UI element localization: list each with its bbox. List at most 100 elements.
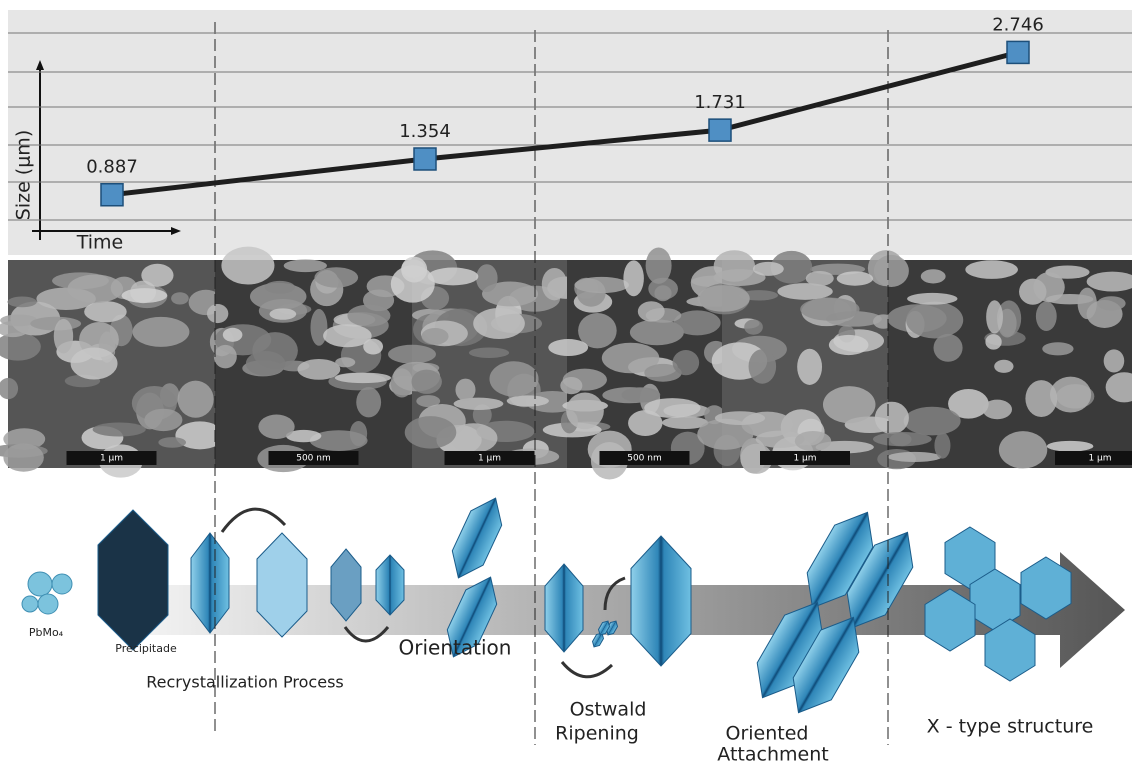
sem-particle	[1025, 380, 1057, 417]
scale-bar: 1 μm	[793, 454, 816, 464]
sem-strip: 1 μm500 nm1 μm500 nm1 μm1 μm	[0, 247, 1132, 480]
sem-particle	[158, 437, 186, 448]
sem-particle	[246, 351, 285, 376]
sem-particle	[314, 267, 358, 287]
scale-bar: 500 nm	[296, 454, 331, 464]
sem-particle	[646, 247, 672, 283]
sem-particle	[1036, 302, 1057, 332]
sem-particle	[1042, 342, 1073, 355]
sem-particle	[654, 285, 671, 301]
sem-particle	[874, 255, 909, 287]
data-label: 1.354	[399, 121, 451, 142]
sem-particle	[800, 298, 859, 321]
label: Ostwald	[570, 699, 647, 721]
sem-particle	[214, 345, 237, 369]
sem-particle	[749, 349, 777, 384]
sem-particle	[405, 416, 457, 448]
sem-particle	[473, 308, 525, 339]
sem-particle	[297, 359, 340, 380]
crystal	[631, 536, 691, 666]
sem-particle	[623, 260, 644, 296]
sem-particle	[715, 411, 765, 425]
sem-particle	[622, 387, 661, 402]
sem-particle	[982, 400, 1012, 420]
data-point	[414, 148, 436, 170]
sem-particle	[178, 381, 214, 418]
label: Oriented	[726, 723, 809, 745]
label: Ripening	[555, 723, 639, 745]
sem-particle	[335, 373, 391, 384]
sem-particle	[888, 452, 942, 462]
cycle-arrow	[562, 662, 612, 677]
label: PbMo₄	[29, 626, 64, 639]
data-point	[101, 184, 123, 206]
label: Orientation	[399, 636, 512, 660]
sem-particle	[310, 309, 327, 346]
sem-particle	[560, 377, 582, 394]
sem-particle	[121, 288, 167, 303]
sem-particle	[3, 443, 43, 471]
chart-background	[8, 10, 1132, 255]
sem-particle	[1047, 441, 1094, 452]
sem-particle	[542, 268, 567, 300]
data-label: 1.731	[694, 92, 746, 113]
sem-particle	[829, 335, 869, 355]
scale-bar: 500 nm	[627, 454, 662, 464]
sem-particle	[507, 395, 549, 406]
sem-particle	[223, 328, 243, 342]
sem-particle	[469, 348, 509, 358]
sem-particle	[906, 302, 963, 339]
sem-particle	[476, 264, 497, 292]
sphere	[52, 574, 72, 594]
sem-particle	[144, 409, 182, 431]
sem-particle	[673, 350, 700, 375]
sem-particle	[54, 319, 73, 354]
sem-particle	[411, 370, 441, 394]
sem-particle	[258, 415, 294, 439]
sem-particle	[548, 339, 588, 356]
sphere	[38, 594, 58, 614]
data-label: 2.746	[992, 14, 1044, 35]
sem-particle	[965, 260, 1018, 279]
figure: 1 μm500 nm1 μm500 nm1 μm1 μm Time Size (…	[0, 0, 1132, 765]
label: Attachment	[717, 744, 828, 765]
sem-particle	[141, 264, 173, 287]
sem-particle	[388, 345, 436, 364]
sem-particle	[873, 432, 932, 446]
sem-particle	[356, 387, 381, 417]
sem-particle	[132, 317, 189, 347]
sem-particle	[391, 265, 435, 302]
data-point	[1007, 41, 1029, 63]
sem-particle	[207, 304, 228, 323]
sem-particle	[221, 247, 274, 285]
label: X - type structure	[927, 716, 1094, 738]
sem-particle	[450, 423, 498, 453]
sphere	[22, 596, 38, 612]
sem-particle	[428, 268, 479, 286]
label: Precipitade	[115, 642, 177, 655]
cycle-arrow	[222, 509, 285, 532]
sem-particle	[284, 259, 327, 272]
scale-bar: 1 μm	[478, 454, 501, 464]
sem-particle	[67, 275, 123, 304]
sem-particle	[986, 300, 1003, 333]
crystal	[545, 564, 583, 652]
y-axis-label: Size (μm)	[13, 130, 35, 220]
sem-particle	[171, 292, 189, 304]
sem-particle	[837, 271, 873, 285]
sem-particle	[697, 285, 749, 312]
sem-particle	[93, 422, 146, 436]
sem-particle	[1078, 288, 1097, 320]
sem-particle	[489, 361, 538, 396]
sem-particle	[994, 360, 1013, 373]
sem-particle	[777, 283, 832, 300]
sem-particle	[71, 348, 118, 380]
sem-particle	[1104, 349, 1125, 372]
sem-particle	[934, 432, 950, 458]
x-axis-label: Time	[76, 232, 124, 254]
sem-particle	[644, 398, 700, 418]
sem-particle	[574, 277, 628, 293]
scale-bar: 1 μm	[1088, 454, 1111, 464]
label: Recrystallization Process	[146, 673, 343, 692]
crystal	[443, 491, 511, 585]
